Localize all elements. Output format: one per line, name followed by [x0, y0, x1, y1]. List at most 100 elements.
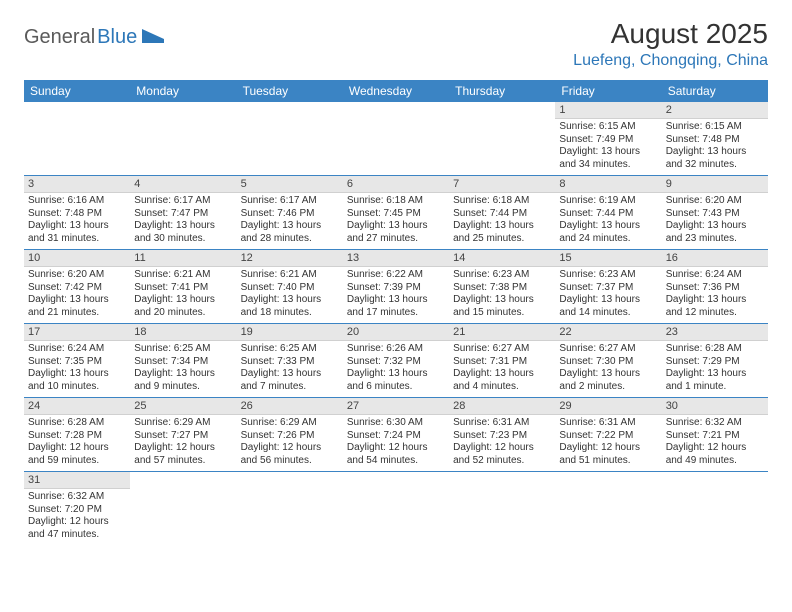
calendar-day-cell	[237, 102, 343, 176]
day-number: 21	[449, 324, 555, 341]
day-details: Sunrise: 6:15 AMSunset: 7:49 PMDaylight:…	[555, 119, 661, 175]
calendar-table: SundayMondayTuesdayWednesdayThursdayFrid…	[24, 80, 768, 545]
calendar-body: 1Sunrise: 6:15 AMSunset: 7:49 PMDaylight…	[24, 102, 768, 545]
day-details: Sunrise: 6:17 AMSunset: 7:46 PMDaylight:…	[237, 193, 343, 249]
day-number: 17	[24, 324, 130, 341]
calendar-day-cell	[237, 472, 343, 546]
day-number: 5	[237, 176, 343, 193]
calendar-day-cell: 15Sunrise: 6:23 AMSunset: 7:37 PMDayligh…	[555, 250, 661, 324]
day-number: 13	[343, 250, 449, 267]
day-details: Sunrise: 6:29 AMSunset: 7:26 PMDaylight:…	[237, 415, 343, 471]
logo-text-dark: General	[24, 26, 95, 49]
calendar-day-cell	[24, 102, 130, 176]
day-details: Sunrise: 6:26 AMSunset: 7:32 PMDaylight:…	[343, 341, 449, 397]
day-details: Sunrise: 6:32 AMSunset: 7:20 PMDaylight:…	[24, 489, 130, 545]
calendar-week-row: 17Sunrise: 6:24 AMSunset: 7:35 PMDayligh…	[24, 324, 768, 398]
location: Luefeng, Chongqing, China	[573, 52, 768, 70]
weekday-header: Friday	[555, 80, 661, 102]
day-details: Sunrise: 6:19 AMSunset: 7:44 PMDaylight:…	[555, 193, 661, 249]
day-number: 24	[24, 398, 130, 415]
calendar-day-cell: 28Sunrise: 6:31 AMSunset: 7:23 PMDayligh…	[449, 398, 555, 472]
day-number: 11	[130, 250, 236, 267]
calendar-day-cell: 2Sunrise: 6:15 AMSunset: 7:48 PMDaylight…	[662, 102, 768, 176]
calendar-day-cell	[130, 102, 236, 176]
day-number: 4	[130, 176, 236, 193]
calendar-day-cell: 26Sunrise: 6:29 AMSunset: 7:26 PMDayligh…	[237, 398, 343, 472]
day-number: 10	[24, 250, 130, 267]
weekday-header: Saturday	[662, 80, 768, 102]
day-details: Sunrise: 6:27 AMSunset: 7:30 PMDaylight:…	[555, 341, 661, 397]
day-details: Sunrise: 6:15 AMSunset: 7:48 PMDaylight:…	[662, 119, 768, 175]
calendar-day-cell: 14Sunrise: 6:23 AMSunset: 7:38 PMDayligh…	[449, 250, 555, 324]
weekday-header: Tuesday	[237, 80, 343, 102]
calendar-day-cell	[449, 102, 555, 176]
calendar-day-cell: 1Sunrise: 6:15 AMSunset: 7:49 PMDaylight…	[555, 102, 661, 176]
day-number: 31	[24, 472, 130, 489]
day-details: Sunrise: 6:30 AMSunset: 7:24 PMDaylight:…	[343, 415, 449, 471]
calendar-day-cell: 6Sunrise: 6:18 AMSunset: 7:45 PMDaylight…	[343, 176, 449, 250]
day-details: Sunrise: 6:20 AMSunset: 7:42 PMDaylight:…	[24, 267, 130, 323]
day-number: 23	[662, 324, 768, 341]
day-details: Sunrise: 6:29 AMSunset: 7:27 PMDaylight:…	[130, 415, 236, 471]
day-details: Sunrise: 6:25 AMSunset: 7:34 PMDaylight:…	[130, 341, 236, 397]
calendar-day-cell: 17Sunrise: 6:24 AMSunset: 7:35 PMDayligh…	[24, 324, 130, 398]
day-number: 26	[237, 398, 343, 415]
calendar-day-cell: 11Sunrise: 6:21 AMSunset: 7:41 PMDayligh…	[130, 250, 236, 324]
day-number: 1	[555, 102, 661, 119]
calendar-day-cell: 29Sunrise: 6:31 AMSunset: 7:22 PMDayligh…	[555, 398, 661, 472]
calendar-day-cell: 19Sunrise: 6:25 AMSunset: 7:33 PMDayligh…	[237, 324, 343, 398]
weekday-header: Wednesday	[343, 80, 449, 102]
day-details: Sunrise: 6:24 AMSunset: 7:35 PMDaylight:…	[24, 341, 130, 397]
day-details: Sunrise: 6:31 AMSunset: 7:23 PMDaylight:…	[449, 415, 555, 471]
calendar-week-row: 10Sunrise: 6:20 AMSunset: 7:42 PMDayligh…	[24, 250, 768, 324]
calendar-day-cell: 16Sunrise: 6:24 AMSunset: 7:36 PMDayligh…	[662, 250, 768, 324]
calendar-day-cell: 22Sunrise: 6:27 AMSunset: 7:30 PMDayligh…	[555, 324, 661, 398]
calendar-day-cell: 30Sunrise: 6:32 AMSunset: 7:21 PMDayligh…	[662, 398, 768, 472]
day-details: Sunrise: 6:20 AMSunset: 7:43 PMDaylight:…	[662, 193, 768, 249]
day-details: Sunrise: 6:28 AMSunset: 7:28 PMDaylight:…	[24, 415, 130, 471]
calendar-day-cell: 25Sunrise: 6:29 AMSunset: 7:27 PMDayligh…	[130, 398, 236, 472]
calendar-day-cell: 27Sunrise: 6:30 AMSunset: 7:24 PMDayligh…	[343, 398, 449, 472]
calendar-week-row: 3Sunrise: 6:16 AMSunset: 7:48 PMDaylight…	[24, 176, 768, 250]
calendar-day-cell: 31Sunrise: 6:32 AMSunset: 7:20 PMDayligh…	[24, 472, 130, 546]
day-number: 9	[662, 176, 768, 193]
weekday-header-row: SundayMondayTuesdayWednesdayThursdayFrid…	[24, 80, 768, 102]
day-number: 15	[555, 250, 661, 267]
calendar-day-cell: 24Sunrise: 6:28 AMSunset: 7:28 PMDayligh…	[24, 398, 130, 472]
calendar-day-cell	[555, 472, 661, 546]
day-number: 30	[662, 398, 768, 415]
day-number: 27	[343, 398, 449, 415]
calendar-day-cell	[130, 472, 236, 546]
calendar-day-cell	[662, 472, 768, 546]
day-details: Sunrise: 6:31 AMSunset: 7:22 PMDaylight:…	[555, 415, 661, 471]
day-number: 29	[555, 398, 661, 415]
calendar-day-cell: 3Sunrise: 6:16 AMSunset: 7:48 PMDaylight…	[24, 176, 130, 250]
day-number: 3	[24, 176, 130, 193]
day-number: 22	[555, 324, 661, 341]
calendar-week-row: 1Sunrise: 6:15 AMSunset: 7:49 PMDaylight…	[24, 102, 768, 176]
day-details: Sunrise: 6:21 AMSunset: 7:41 PMDaylight:…	[130, 267, 236, 323]
calendar-day-cell	[449, 472, 555, 546]
calendar-day-cell: 7Sunrise: 6:18 AMSunset: 7:44 PMDaylight…	[449, 176, 555, 250]
calendar-day-cell	[343, 472, 449, 546]
day-number: 14	[449, 250, 555, 267]
header: General Blue August 2025 Luefeng, Chongq…	[24, 18, 768, 70]
day-number: 8	[555, 176, 661, 193]
day-number: 20	[343, 324, 449, 341]
day-details: Sunrise: 6:25 AMSunset: 7:33 PMDaylight:…	[237, 341, 343, 397]
day-number: 6	[343, 176, 449, 193]
day-details: Sunrise: 6:23 AMSunset: 7:37 PMDaylight:…	[555, 267, 661, 323]
calendar-week-row: 24Sunrise: 6:28 AMSunset: 7:28 PMDayligh…	[24, 398, 768, 472]
logo-text-blue: Blue	[97, 26, 137, 49]
calendar-day-cell: 4Sunrise: 6:17 AMSunset: 7:47 PMDaylight…	[130, 176, 236, 250]
calendar-week-row: 31Sunrise: 6:32 AMSunset: 7:20 PMDayligh…	[24, 472, 768, 546]
calendar-day-cell: 18Sunrise: 6:25 AMSunset: 7:34 PMDayligh…	[130, 324, 236, 398]
day-details: Sunrise: 6:32 AMSunset: 7:21 PMDaylight:…	[662, 415, 768, 471]
weekday-header: Monday	[130, 80, 236, 102]
calendar-day-cell: 20Sunrise: 6:26 AMSunset: 7:32 PMDayligh…	[343, 324, 449, 398]
day-number: 18	[130, 324, 236, 341]
day-details: Sunrise: 6:24 AMSunset: 7:36 PMDaylight:…	[662, 267, 768, 323]
day-details: Sunrise: 6:18 AMSunset: 7:45 PMDaylight:…	[343, 193, 449, 249]
day-number: 7	[449, 176, 555, 193]
day-number: 19	[237, 324, 343, 341]
